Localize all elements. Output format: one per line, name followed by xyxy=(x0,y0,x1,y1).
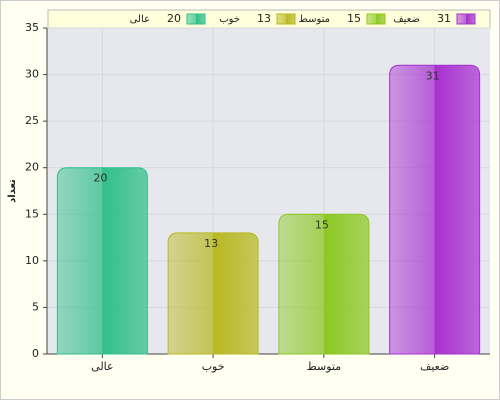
x-tick-label: عالی xyxy=(91,360,113,373)
data-label: 31 xyxy=(426,69,440,82)
y-tick-label: 35 xyxy=(25,21,39,34)
x-tick-label: ضعیف xyxy=(420,360,449,373)
bar xyxy=(278,213,370,355)
legend-value: 15 xyxy=(347,12,361,25)
y-tick-label: 20 xyxy=(25,161,39,174)
legend-swatch xyxy=(456,13,476,25)
legend-swatch xyxy=(186,13,206,25)
bar xyxy=(389,64,481,355)
bar xyxy=(167,232,259,355)
x-tick-label: خوب xyxy=(202,360,225,373)
legend-value: 20 xyxy=(167,12,181,25)
y-tick-label: 0 xyxy=(32,347,39,360)
y-tick-label: 30 xyxy=(25,68,39,81)
legend-label: خوب xyxy=(219,14,240,25)
x-tick-label: متوسط xyxy=(307,360,342,373)
y-axis-label: تعداد xyxy=(7,179,18,203)
y-tick-label: 15 xyxy=(25,207,39,220)
y-tick-label: 10 xyxy=(25,254,39,267)
legend-label: متوسط xyxy=(299,14,330,25)
data-label: 20 xyxy=(93,172,107,185)
y-tick-label: 5 xyxy=(32,300,39,313)
legend-swatch xyxy=(276,13,296,25)
bar xyxy=(56,167,148,355)
y-tick-label: 25 xyxy=(25,114,39,127)
legend-label: ضعیف xyxy=(393,14,420,25)
legend-label: عالی xyxy=(130,14,150,25)
legend-value: 13 xyxy=(257,12,271,25)
data-label: 13 xyxy=(204,237,218,250)
legend-value: 31 xyxy=(437,12,451,25)
legend-swatch xyxy=(366,13,386,25)
data-label: 15 xyxy=(315,218,329,231)
